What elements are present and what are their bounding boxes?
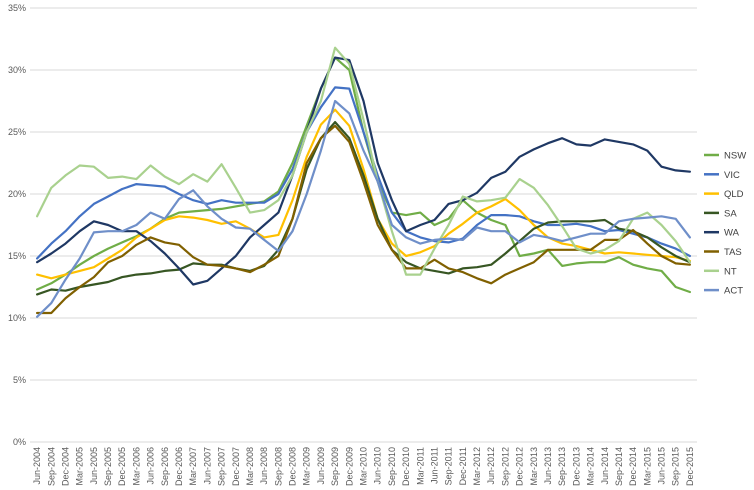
x-tick-label: Mar-2009 (302, 447, 312, 486)
x-tick-label: Jun-2014 (600, 447, 610, 485)
legend: NSW VIC QLD SA WA TAS NT ACT (704, 151, 746, 297)
gridlines (30, 7, 697, 443)
series-line-nt (35, 46, 692, 276)
legend-label: SA (724, 208, 737, 219)
x-tick-label: Mar-2011 (415, 447, 425, 485)
x-tick-label: Dec-2012 (515, 447, 525, 486)
x-tick-label: Dec-2004 (60, 447, 70, 486)
series-line-vic (35, 86, 692, 260)
x-tick-label: Mar-2010 (359, 447, 369, 486)
x-tick-label: Dec-2014 (628, 447, 638, 486)
x-tick-label: Sep-2015 (671, 447, 681, 486)
legend-label: ACT (724, 286, 743, 297)
x-tick-label: Jun-2009 (316, 447, 326, 485)
x-tick-label: Mar-2008 (245, 447, 255, 486)
x-tick-label: Mar-2005 (75, 447, 85, 486)
x-tick-label: Dec-2007 (231, 447, 241, 486)
x-tick-label: Jun-2012 (486, 447, 496, 485)
y-tick-label: 30% (8, 65, 26, 75)
series-line-tas (35, 124, 692, 315)
x-tick-label: Mar-2013 (529, 447, 539, 486)
x-tick-label: Jun-2004 (32, 447, 42, 485)
legend-label: NT (724, 266, 737, 277)
x-tick-label: Jun-2010 (373, 447, 383, 485)
x-tick-label: Sep-2014 (614, 447, 624, 486)
x-tick-label: Jun-2007 (202, 447, 212, 485)
x-tick-label: Mar-2015 (642, 447, 652, 486)
x-tick-label: Sep-2012 (500, 447, 510, 486)
x-tick-label: Dec-2006 (174, 447, 184, 486)
x-tick-label: Dec-2011 (458, 447, 468, 485)
x-tick-label: Mar-2007 (188, 447, 198, 486)
x-tick-label: Sep-2004 (46, 447, 56, 486)
y-tick-label: 25% (8, 127, 26, 137)
x-tick-label: Mar-2012 (472, 447, 482, 486)
legend-label: QLD (724, 189, 744, 200)
x-tick-label: Dec-2008 (288, 447, 298, 486)
x-tick-label: Dec-2015 (685, 447, 695, 486)
y-tick-label: 15% (8, 251, 26, 261)
x-tick-label: Sep-2006 (160, 447, 170, 486)
y-tick-label: 20% (8, 189, 26, 199)
y-tick-label: 10% (8, 313, 26, 323)
y-axis-ticks: 0% 5% 10% 15% 20% 25% 30% 35% (8, 3, 26, 447)
series-line-qld (35, 108, 692, 280)
x-tick-label: Jun-2015 (657, 447, 667, 485)
x-tick-label: Jun-2008 (259, 447, 269, 485)
legend-label: TAS (724, 247, 742, 258)
x-tick-label: Jun-2013 (543, 447, 553, 485)
x-tick-label: Dec-2005 (117, 447, 127, 486)
series-line-sa (35, 120, 692, 296)
legend-label: NSW (724, 151, 746, 162)
series-line-wa (35, 56, 692, 286)
y-tick-label: 35% (8, 3, 26, 13)
x-tick-label: Sep-2009 (330, 447, 340, 486)
x-tick-label: Jun-2006 (146, 447, 156, 485)
y-tick-label: 5% (13, 375, 26, 385)
x-tick-label: Sep-2013 (557, 447, 567, 486)
legend-label: VIC (724, 170, 740, 181)
series-lines (35, 46, 692, 318)
x-tick-label: Sep-2011 (444, 447, 454, 485)
legend-label: WA (724, 228, 740, 239)
x-tick-label: Sep-2005 (103, 447, 113, 486)
x-tick-label: Dec-2010 (401, 447, 411, 486)
series-line-act (35, 99, 692, 318)
y-tick-label: 0% (13, 437, 26, 447)
x-tick-label: Sep-2007 (217, 447, 227, 486)
x-axis-ticks: Jun-2004 Sep-2004 Dec-2004 Mar-2005 Jun-2005… (32, 447, 695, 486)
x-tick-label: Sep-2010 (387, 447, 397, 486)
x-tick-label: Dec-2009 (344, 447, 354, 486)
x-tick-label: Mar-2014 (586, 447, 596, 486)
x-tick-label: Jun-2011 (429, 447, 439, 484)
x-tick-label: Mar-2006 (131, 447, 141, 486)
x-tick-label: Jun-2005 (89, 447, 99, 485)
x-tick-label: Sep-2008 (273, 447, 283, 486)
x-tick-label: Dec-2013 (571, 447, 581, 486)
